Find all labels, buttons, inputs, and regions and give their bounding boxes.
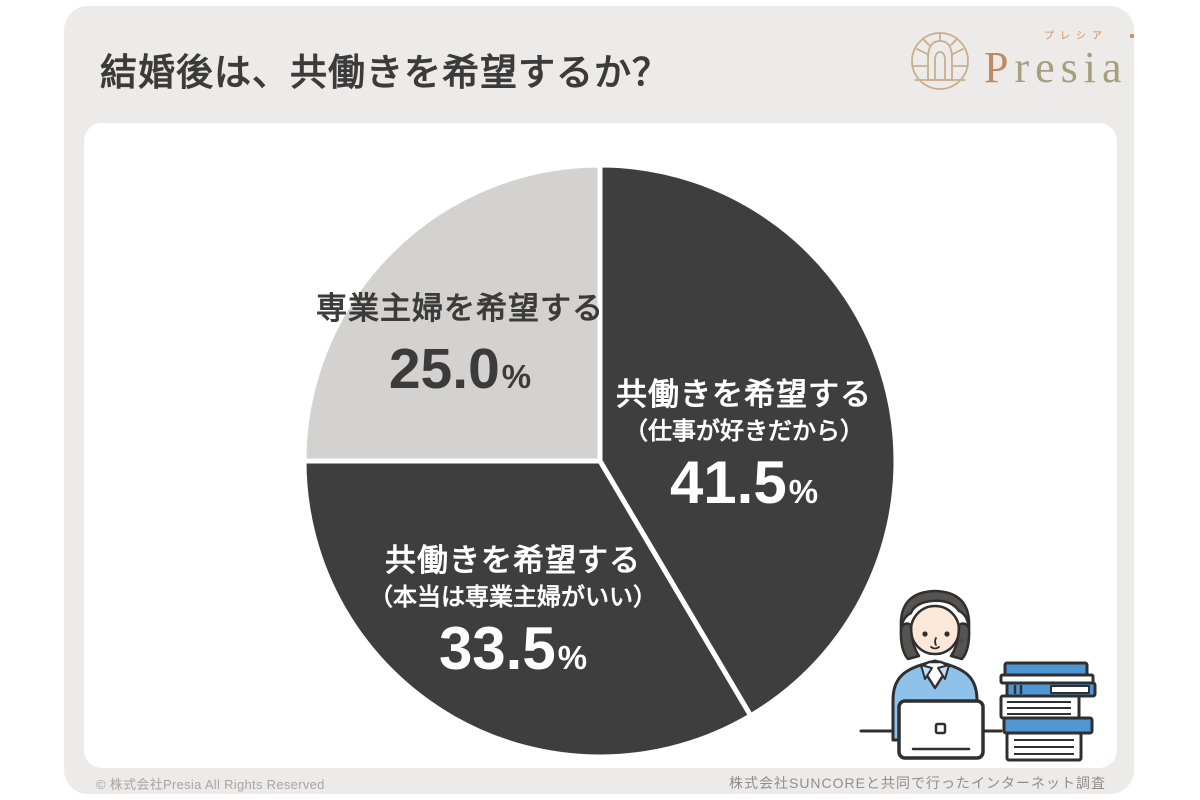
brand-logo: Presia プレシア (908, 28, 1134, 94)
pie-label-dual-income-like-work: 共働きを希望する （仕事が好きだから） 41.5% (616, 377, 872, 513)
pie-slice-2 (301, 162, 603, 464)
slice-value: 41.5% (669, 449, 819, 517)
logo-kana-dot (1130, 34, 1134, 38)
pie-chart (301, 162, 899, 760)
slice-value: 33.5% (438, 615, 588, 683)
logo-rest: resia (1014, 43, 1128, 92)
pie-slice-1 (301, 458, 754, 760)
woman-at-laptop-illustration (859, 589, 1097, 762)
percent-sign: % (557, 639, 588, 677)
slice-sublabel: （本当は専業主婦がいい） (369, 583, 657, 611)
pie-label-dual-income-prefer-housewife: 共働きを希望する （本当は専業主婦がいい） 33.5% (369, 543, 657, 679)
footer-copyright: © 株式会社Presia All Rights Reserved (96, 777, 325, 792)
slice-label: 共働きを希望する (385, 543, 641, 578)
arch-window-logo-icon (911, 32, 969, 90)
slice-label: 専業主婦を希望する (316, 291, 604, 326)
pie-slice-0 (597, 162, 899, 719)
chart-card: 専業主婦を希望する 25.0% 共働きを希望する （仕事が好きだから） 41.5… (84, 123, 1117, 768)
slice-label: 共働きを希望する (616, 377, 872, 412)
logo-initial: P (984, 43, 1015, 92)
logo-kana: プレシア (1044, 31, 1108, 42)
slice-sublabel: （仕事が好きだから） (624, 417, 864, 445)
page-title: 結婚後は、共働きを希望するか？ (100, 52, 670, 93)
footer-source: 株式会社SUNCOREと共同で行ったインターネット調査 (728, 775, 1106, 791)
percent-sign: % (788, 473, 819, 511)
slice-value: 25.0% (388, 336, 532, 401)
pie-label-housewife: 専業主婦を希望する 25.0% (316, 291, 604, 398)
books-icon (999, 661, 1097, 762)
logo-wordmark: Presia プレシア (984, 31, 1134, 92)
percent-sign: % (501, 357, 532, 395)
